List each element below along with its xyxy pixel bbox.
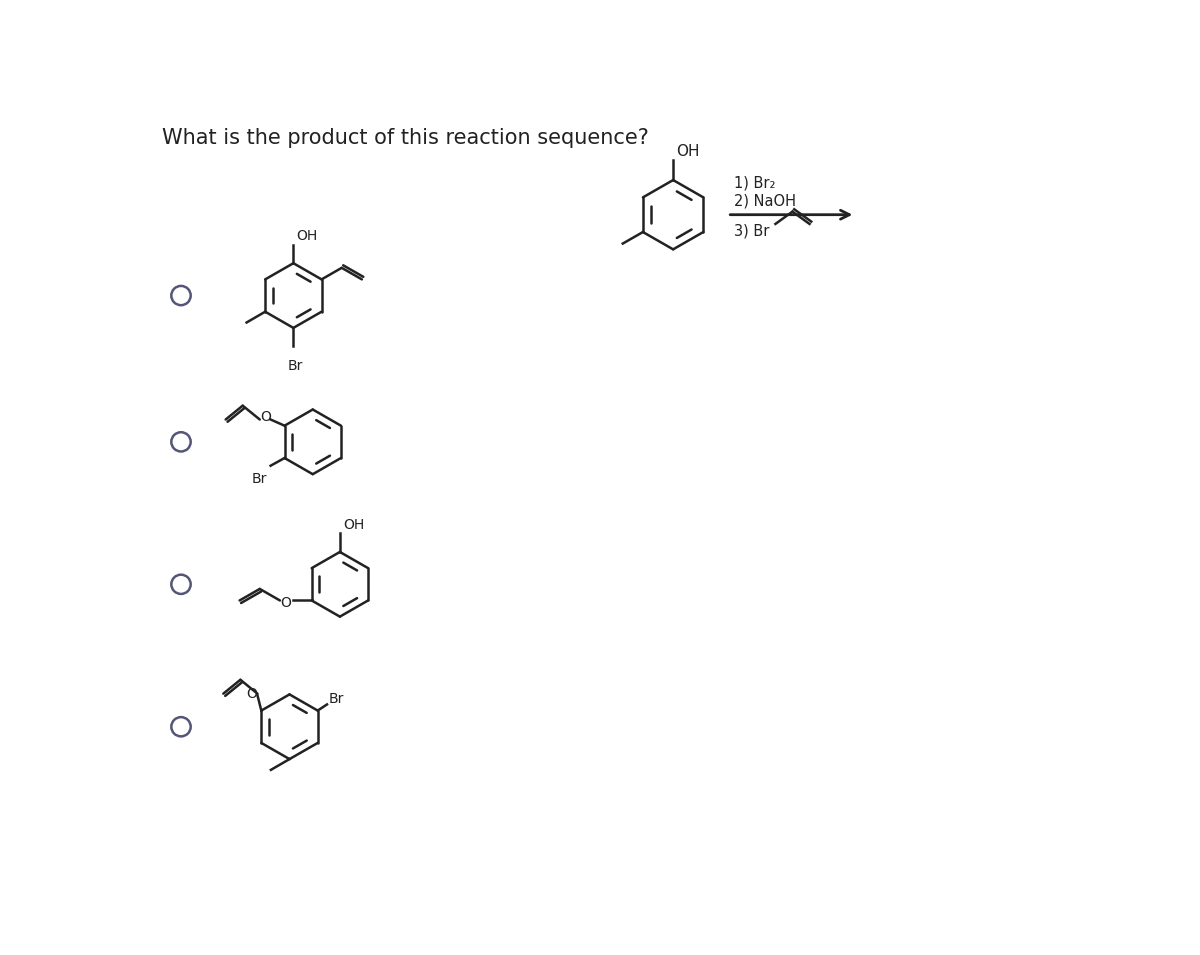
Text: O: O [280,596,290,610]
Text: Br: Br [287,359,302,372]
Text: OH: OH [296,229,318,244]
Text: 1) Br₂: 1) Br₂ [733,175,775,190]
Text: What is the product of this reaction sequence?: What is the product of this reaction seq… [162,128,648,148]
Text: O: O [259,411,271,424]
Text: 3) Br: 3) Br [733,223,769,239]
Text: Br: Br [252,472,268,486]
Text: 2) NaOH: 2) NaOH [733,194,796,208]
Text: OH: OH [343,518,365,532]
Text: OH: OH [677,144,700,159]
Text: O: O [246,687,257,701]
Text: Br: Br [329,692,344,706]
